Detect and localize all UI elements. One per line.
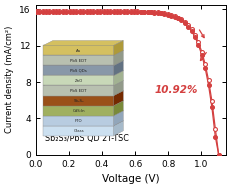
- Text: 10.92%: 10.92%: [155, 85, 198, 95]
- Y-axis label: Current density (mA/cm²): Current density (mA/cm²): [5, 26, 14, 133]
- X-axis label: Voltage (V): Voltage (V): [102, 174, 160, 184]
- Text: Sb₂S₃/PbS QD 2T-TSC: Sb₂S₃/PbS QD 2T-TSC: [45, 134, 129, 143]
